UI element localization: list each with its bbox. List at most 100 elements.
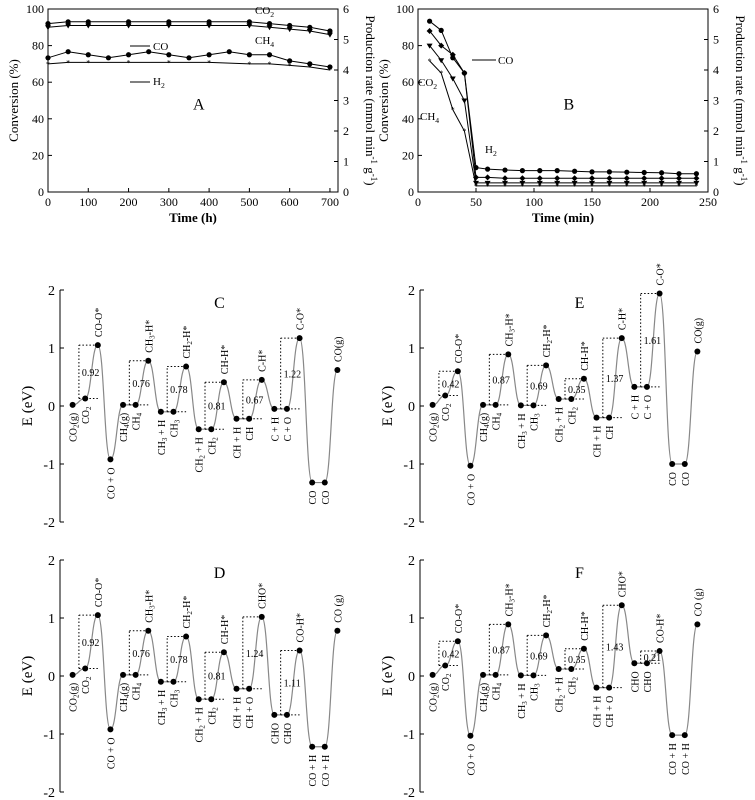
level-label: CH3 [169, 689, 181, 707]
energy-level-point [480, 671, 487, 678]
energy-level-point [480, 401, 487, 408]
data-point-h2: * [660, 182, 664, 191]
data-point-ch4 [554, 180, 561, 186]
data-point-ch4 [306, 28, 313, 34]
level-label: CO(g) [333, 336, 344, 362]
series-label-ch4: CH4 [255, 35, 274, 49]
level-label: CH2 [567, 677, 579, 695]
energy-level-point [631, 383, 638, 390]
level-label: CH3-H* [504, 583, 516, 616]
energy-level-point [442, 392, 449, 399]
level-label: CO [668, 472, 679, 486]
energy-level-point [107, 456, 114, 463]
level-label: CH3-H* [504, 313, 516, 346]
level-label: CHO* [618, 571, 629, 597]
data-point-h2: * [677, 182, 681, 191]
energy-level-point [467, 732, 474, 739]
data-point-co2 [519, 175, 526, 182]
barrier-value: 0.76 [132, 379, 150, 390]
y-tick-label: 1 [48, 342, 55, 357]
panel-E: -2 -1 0 1 2 E (eV) E 0.42 0.87 0.69 0.35 1.37 1.61 CO… [380, 263, 704, 531]
energy-level-point [69, 401, 76, 408]
data-point-co2 [307, 24, 313, 30]
data-point-co [659, 170, 665, 176]
level-label: CO2(g) [69, 413, 81, 442]
data-point-h2: * [46, 60, 50, 69]
y-tick-label: -1 [403, 728, 415, 743]
energy-level-point [555, 666, 562, 673]
energy-level-point [429, 401, 436, 408]
x-tick-label: 400 [200, 195, 218, 209]
y-tick-label: -2 [43, 516, 55, 531]
energy-level-point [334, 627, 341, 634]
level-label: CH4 [492, 682, 504, 700]
x-tick-label: 300 [160, 195, 178, 209]
y-tick-label-right: 5 [713, 33, 719, 47]
level-label: CO + O [106, 467, 117, 499]
x-tick-label: 200 [120, 195, 138, 209]
data-point-co [226, 49, 232, 55]
y-tick-label: 2 [48, 284, 55, 299]
data-point-co2 [484, 174, 491, 181]
level-label: CH2-H* [542, 594, 554, 627]
left-axis-label: Conversion (%) [376, 59, 391, 142]
energy-level-point [530, 672, 537, 679]
data-point-co2 [554, 175, 561, 182]
barrier-value: 0.81 [208, 672, 226, 683]
data-point-ch4 [473, 180, 479, 186]
data-point-co2 [438, 42, 445, 49]
energy-level-point [593, 684, 600, 691]
level-label: CH + H [233, 427, 244, 459]
data-point-co2 [65, 19, 71, 25]
data-point-co2 [571, 175, 578, 182]
right-axis-label: Production rate (mmol min-1 g-1) [733, 15, 749, 185]
level-label: CH2-H* [542, 324, 554, 357]
y-tick-label-left: 0 [38, 185, 44, 199]
energy-level-point [233, 415, 240, 422]
panel-label: E [575, 295, 585, 312]
data-point-h2: * [127, 58, 131, 67]
data-point-h2: * [642, 182, 646, 191]
y-tick-label: 0 [48, 400, 55, 415]
right-axis-label: Production rate (mmol min-1 g-1) [363, 15, 379, 185]
level-label: CH3 [529, 683, 541, 701]
energy-level-point [120, 401, 127, 408]
x-tick-label: 500 [240, 195, 258, 209]
barrier-value: 0.78 [170, 385, 188, 396]
y-tick-label-right: 3 [343, 94, 349, 108]
y-tick-label-right: 4 [343, 63, 349, 77]
level-label: CH4(g) [119, 683, 131, 712]
energy-level-point [283, 405, 290, 412]
data-point-ch4 [65, 23, 72, 29]
series-line-h2 [429, 60, 697, 187]
data-point-co [146, 49, 152, 55]
data-point-co2 [693, 175, 700, 182]
data-point-co [45, 55, 51, 61]
data-point-ch4 [45, 25, 51, 31]
data-point-co2 [658, 175, 665, 182]
data-point-h2: * [538, 182, 542, 191]
data-point-co [438, 27, 444, 33]
x-tick-label: 700 [321, 195, 339, 209]
energy-level-point [309, 479, 316, 486]
energy-level-point [681, 461, 688, 467]
level-label: CH + H [233, 697, 244, 729]
energy-level-point [492, 401, 499, 408]
barrier-value: 1.11 [284, 679, 301, 690]
energy-level-point [246, 685, 253, 692]
level-label: CO-O* [94, 308, 105, 337]
barrier-value: 0.81 [208, 402, 226, 413]
barrier-value: 0.78 [170, 655, 188, 666]
level-label: C + O [643, 395, 654, 420]
energy-level-point [195, 696, 202, 703]
energy-level-point [233, 685, 240, 692]
data-point-co2 [166, 19, 172, 25]
level-label: CO2(g) [69, 683, 81, 712]
data-point-co2 [461, 70, 468, 77]
data-point-co [485, 166, 491, 172]
energy-level-point [283, 711, 290, 718]
y-tick-label-left: 100 [396, 2, 414, 16]
data-point-h2: * [207, 58, 211, 67]
data-point-h2: * [451, 106, 455, 115]
energy-level-point [593, 414, 600, 421]
